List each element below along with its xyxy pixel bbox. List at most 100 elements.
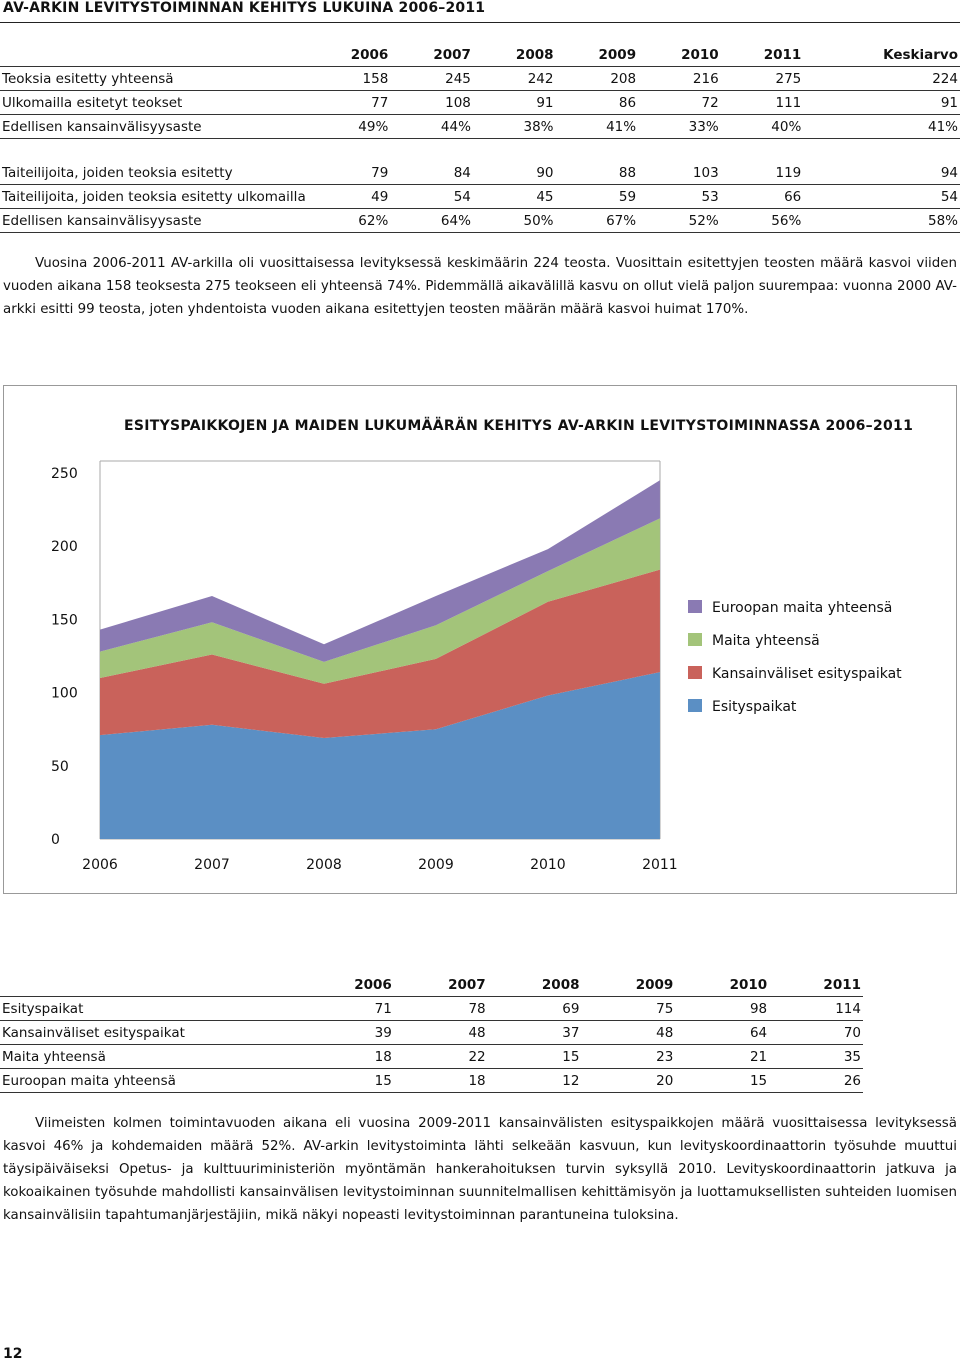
table-cell: 20 — [581, 1068, 676, 1093]
table-cell: 86 — [555, 90, 639, 115]
table-cell: 54 — [803, 184, 960, 209]
header-label-cell — [0, 43, 308, 67]
header-year-2007: 2007 — [390, 43, 473, 67]
table-cell: 22 — [393, 1044, 488, 1069]
table-cell: 52% — [638, 208, 721, 233]
table-cell: 208 — [555, 66, 639, 91]
legend-label: Esityspaikat — [712, 699, 797, 715]
legend-swatch — [688, 600, 702, 613]
header-empty-cell — [863, 973, 960, 997]
legend-swatch — [688, 699, 702, 712]
spacer-cell — [721, 139, 804, 162]
stacked-area-chart: 0 50 100 150 200 250 2006 2007 2008 2009 2010 2011 E… — [51, 460, 902, 873]
table-row: Ulkomailla esitetyt teokset 77 108 91 86 72 11… — [0, 90, 960, 115]
row-label-cell: Teoksia esitetty yhteensä — [0, 66, 308, 91]
header-year-2011: 2011 — [720, 43, 804, 67]
table-row: Esityspaikat 71 78 69 75 98 114 — [0, 996, 960, 1021]
spacer-cell — [803, 139, 960, 162]
table-row: Teoksia esitetty yhteensä 158 245 242 208 216… — [0, 66, 960, 91]
table-cell: 12 — [487, 1068, 582, 1093]
table-cell: 50% — [472, 208, 556, 233]
header-year-2009: 2009 — [581, 973, 676, 997]
table-cell: 23 — [581, 1044, 676, 1069]
header-year-2009: 2009 — [555, 43, 639, 67]
table-cell: 21 — [675, 1044, 770, 1069]
x-tick-label: 2008 — [306, 857, 342, 873]
empty-cell — [863, 1021, 960, 1045]
table-cell: 33% — [638, 114, 721, 139]
y-tick-label: 150 — [51, 612, 78, 628]
header-year-2006: 2006 — [300, 973, 394, 997]
header-year-2007: 2007 — [393, 973, 488, 997]
table-cell: 216 — [638, 66, 721, 91]
table-cell: 38% — [472, 114, 556, 139]
legend-label: Kansainväliset esityspaikat — [712, 666, 902, 682]
table-row: Euroopan maita yhteensä 15 18 12 20 15 26 — [0, 1068, 960, 1093]
legend-swatch — [688, 666, 702, 679]
table-cell: 77 — [307, 90, 391, 115]
table-cell: 26 — [769, 1068, 863, 1093]
empty-cell — [863, 1069, 960, 1093]
chart-title: ESITYSPAIKKOJEN JA MAIDEN LUKUMÄÄRÄN KEH… — [124, 418, 914, 434]
x-tick-label: 2009 — [418, 857, 454, 873]
row-label-cell: Esityspaikat — [0, 996, 300, 1021]
table-cell: 44% — [390, 114, 473, 139]
spacer-cell — [390, 139, 473, 162]
header-label-cell — [0, 973, 300, 997]
spacer-cell — [0, 139, 308, 162]
table-cell: 158 — [307, 66, 391, 91]
table-row: Edellisen kansainvälisyysaste 62% 64% 50% 67… — [0, 208, 960, 233]
table-cell: 67% — [555, 208, 639, 233]
section-title: AV-ARKIN LEVITYSTOIMINNAN KEHITYS LUKUIN… — [3, 0, 486, 16]
table-cell: 64 — [675, 1020, 770, 1045]
legend-label: Euroopan maita yhteensä — [712, 600, 892, 616]
empty-cell — [863, 997, 960, 1021]
table-cell: 49% — [307, 114, 391, 139]
area-series-kansainväliset-esityspaikat — [100, 569, 660, 738]
table-cell: 75 — [581, 996, 676, 1021]
header-year-2011: 2011 — [769, 973, 863, 997]
page-number: 12 — [3, 1346, 23, 1362]
table-cell: 108 — [390, 90, 473, 115]
row-label-cell: Kansainväliset esityspaikat — [0, 1020, 300, 1045]
table-cell: 245 — [390, 66, 473, 91]
area-series-maita-yhteensä — [100, 518, 660, 684]
table-cell: 70 — [769, 1020, 863, 1045]
table-cell: 114 — [769, 996, 863, 1021]
table-cell: 41% — [803, 114, 960, 139]
row-label-cell: Ulkomailla esitetyt teokset — [0, 90, 308, 115]
table-cell: 41% — [555, 114, 639, 139]
header-year-Keskiarvo: Keskiarvo — [803, 43, 960, 67]
table-cell: 224 — [803, 66, 960, 91]
x-tick-label: 2011 — [642, 857, 678, 873]
table-cell: 111 — [720, 90, 804, 115]
table-cell: 242 — [472, 66, 556, 91]
table-spacer-row — [0, 139, 960, 162]
table-cell: 66 — [720, 184, 804, 209]
table-cell: 71 — [300, 996, 394, 1021]
header-year-2008: 2008 — [487, 973, 582, 997]
table-row: Kansainväliset esityspaikat 39 48 37 48 64 70 — [0, 1020, 960, 1045]
table-cell: 15 — [300, 1068, 394, 1093]
table-row: Taiteilijoita, joiden teoksia esitetty 79… — [0, 161, 960, 185]
y-tick-label: 0 — [51, 832, 60, 848]
table-cell: 58% — [803, 208, 960, 233]
legend-swatch — [688, 633, 702, 646]
table-cell: 98 — [675, 996, 770, 1021]
table-cell: 48 — [581, 1020, 676, 1045]
table-cell: 84 — [390, 161, 473, 185]
table-row: Taiteilijoita, joiden teoksia esitetty u… — [0, 184, 960, 209]
spacer-cell — [308, 139, 391, 162]
empty-cell — [863, 1045, 960, 1069]
table-cell: 39 — [300, 1020, 394, 1045]
x-tick-label: 2007 — [194, 857, 230, 873]
paragraph-2: Viimeisten kolmen toimintavuoden aikana … — [3, 1112, 957, 1227]
table-cell: 15 — [487, 1044, 582, 1069]
table-cell: 40% — [720, 114, 804, 139]
paragraph-1-text: Vuosina 2006-2011 AV-arkilla oli vuositt… — [3, 256, 957, 317]
row-label-cell: Taiteilijoita, joiden teoksia esitetty — [0, 161, 308, 185]
header-year-2006: 2006 — [307, 43, 391, 67]
spacer-cell — [638, 139, 721, 162]
row-label-cell: Edellisen kansainvälisyysaste — [0, 208, 308, 233]
table-cell: 18 — [300, 1044, 394, 1069]
